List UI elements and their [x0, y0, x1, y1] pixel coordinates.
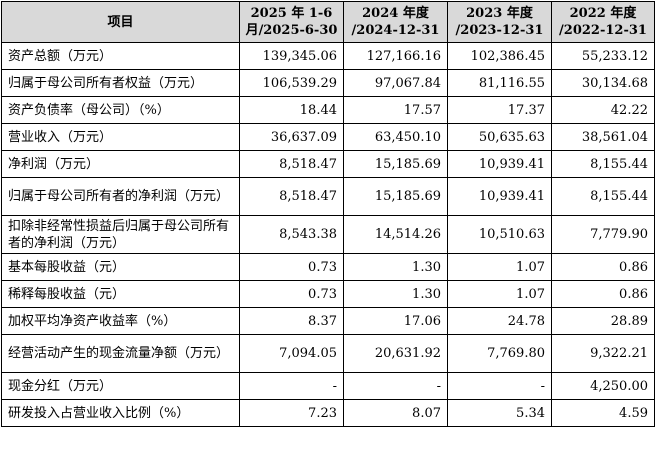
row-label: 扣除非经常性损益后归属于母公司所有者的净利润（万元）	[1, 215, 240, 254]
cell-value: 17.57	[343, 96, 448, 124]
cell-value: 5.34	[447, 399, 552, 427]
cell-value: 7,769.80	[447, 334, 552, 373]
header-period-2024: 2024 年度 /2024-12-31	[343, 1, 448, 43]
cell-value: 139,345.06	[239, 42, 344, 70]
cell-value: 10,939.41	[447, 150, 552, 178]
cell-value: 8.37	[239, 307, 344, 335]
cell-value: 8.07	[343, 399, 448, 427]
row-label: 净利润（万元）	[1, 150, 240, 178]
table-row: 净利润（万元） 8,518.47 15,185.69 10,939.41 8,1…	[1, 150, 655, 178]
row-label: 研发投入占营业收入比例（%）	[1, 399, 240, 427]
table-header-row: 项目 2025 年 1-6 月/2025-6-30 2024 年度 /2024-…	[1, 1, 655, 43]
cell-value: 106,539.29	[239, 69, 344, 97]
header-item: 项目	[1, 1, 240, 43]
cell-value: 8,543.38	[239, 215, 344, 254]
table-row: 经营活动产生的现金流量净额（万元） 7,094.05 20,631.92 7,7…	[1, 334, 655, 373]
header-period-2025h1: 2025 年 1-6 月/2025-6-30	[239, 1, 344, 43]
cell-value: 24.78	[447, 307, 552, 335]
table-row: 资产负债率（母公司）（%） 18.44 17.57 17.37 42.22	[1, 96, 655, 124]
cell-value: 18.44	[239, 96, 344, 124]
row-label: 加权平均净资产收益率（%）	[1, 307, 240, 335]
table-row: 加权平均净资产收益率（%） 8.37 17.06 24.78 28.89	[1, 307, 655, 335]
header-period-2023: 2023 年度 /2023-12-31	[447, 1, 552, 43]
row-label: 归属于母公司所有者权益（万元）	[1, 69, 240, 97]
financial-summary-table: 项目 2025 年 1-6 月/2025-6-30 2024 年度 /2024-…	[1, 1, 655, 427]
row-label: 归属于母公司所有者的净利润（万元）	[1, 177, 240, 216]
cell-value: 10,939.41	[447, 177, 552, 216]
table-row: 扣除非经常性损益后归属于母公司所有者的净利润（万元） 8,543.38 14,5…	[1, 215, 655, 254]
cell-value: 15,185.69	[343, 177, 448, 216]
cell-value: 30,134.68	[551, 69, 655, 97]
cell-value: 81,116.55	[447, 69, 552, 97]
cell-value: -	[343, 372, 448, 400]
cell-value: 4.59	[551, 399, 655, 427]
cell-value: 55,233.12	[551, 42, 655, 70]
table-row: 稀释每股收益（元） 0.73 1.30 1.07 0.86	[1, 280, 655, 308]
cell-value: 38,561.04	[551, 123, 655, 151]
cell-value: 1.07	[447, 280, 552, 308]
cell-value: 7.23	[239, 399, 344, 427]
cell-value: 8,155.44	[551, 150, 655, 178]
table-row: 研发投入占营业收入比例（%） 7.23 8.07 5.34 4.59	[1, 399, 655, 427]
cell-value: 9,322.21	[551, 334, 655, 373]
cell-value: 97,067.84	[343, 69, 448, 97]
cell-value: 15,185.69	[343, 150, 448, 178]
cell-value: 102,386.45	[447, 42, 552, 70]
table-row: 营业收入（万元） 36,637.09 63,450.10 50,635.63 3…	[1, 123, 655, 151]
table-row: 资产总额（万元） 139,345.06 127,166.16 102,386.4…	[1, 42, 655, 70]
row-label: 现金分红（万元）	[1, 372, 240, 400]
cell-value: 8,518.47	[239, 177, 344, 216]
table-row: 基本每股收益（元） 0.73 1.30 1.07 0.86	[1, 253, 655, 281]
cell-value: 20,631.92	[343, 334, 448, 373]
cell-value: 36,637.09	[239, 123, 344, 151]
table-row: 归属于母公司所有者的净利润（万元） 8,518.47 15,185.69 10,…	[1, 177, 655, 216]
row-label: 营业收入（万元）	[1, 123, 240, 151]
cell-value: 1.30	[343, 253, 448, 281]
cell-value: 50,635.63	[447, 123, 552, 151]
cell-value: 17.06	[343, 307, 448, 335]
cell-value: 0.73	[239, 253, 344, 281]
cell-value: 7,094.05	[239, 334, 344, 373]
row-label: 稀释每股收益（元）	[1, 280, 240, 308]
cell-value: 10,510.63	[447, 215, 552, 254]
row-label: 资产负债率（母公司）（%）	[1, 96, 240, 124]
cell-value: 0.86	[551, 280, 655, 308]
cell-value: 0.73	[239, 280, 344, 308]
cell-value: 0.86	[551, 253, 655, 281]
cell-value: 4,250.00	[551, 372, 655, 400]
cell-value: 7,779.90	[551, 215, 655, 254]
cell-value: -	[447, 372, 552, 400]
cell-value: 8,518.47	[239, 150, 344, 178]
table-row: 现金分红（万元） - - - 4,250.00	[1, 372, 655, 400]
cell-value: 14,514.26	[343, 215, 448, 254]
cell-value: 17.37	[447, 96, 552, 124]
cell-value: -	[239, 372, 344, 400]
header-period-2022: 2022 年度 /2022-12-31	[551, 1, 655, 43]
table-row: 归属于母公司所有者权益（万元） 106,539.29 97,067.84 81,…	[1, 69, 655, 97]
cell-value: 28.89	[551, 307, 655, 335]
row-label: 资产总额（万元）	[1, 42, 240, 70]
row-label: 基本每股收益（元）	[1, 253, 240, 281]
cell-value: 63,450.10	[343, 123, 448, 151]
row-label: 经营活动产生的现金流量净额（万元）	[1, 334, 240, 373]
cell-value: 1.07	[447, 253, 552, 281]
cell-value: 127,166.16	[343, 42, 448, 70]
cell-value: 1.30	[343, 280, 448, 308]
cell-value: 8,155.44	[551, 177, 655, 216]
cell-value: 42.22	[551, 96, 655, 124]
